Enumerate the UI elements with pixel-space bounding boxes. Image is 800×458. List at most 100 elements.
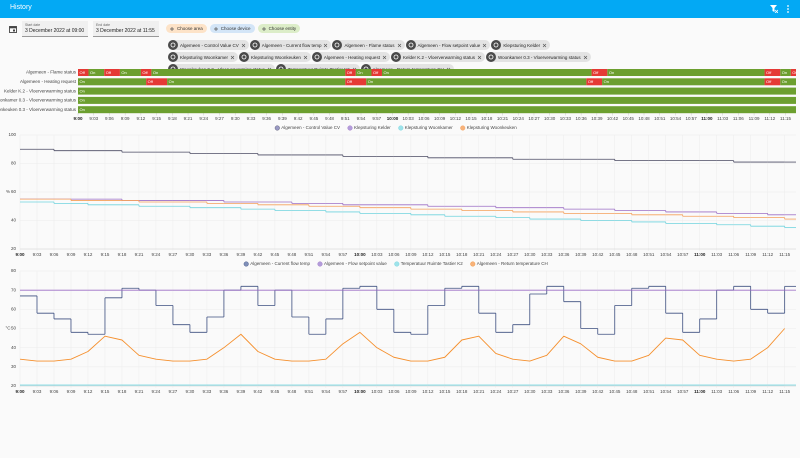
y-tick-label: 60 bbox=[11, 307, 17, 312]
row-label: Algemeen - Flame status bbox=[26, 70, 77, 75]
x-tick-label: 10:18 bbox=[456, 252, 468, 257]
target-picker[interactable]: Choose entity bbox=[257, 24, 301, 33]
x-tick-label: 10:33 bbox=[541, 389, 553, 394]
entity-icon bbox=[168, 52, 178, 62]
state-segment bbox=[167, 78, 346, 86]
entity-chip[interactable]: Klepsturing Woonkamer bbox=[168, 52, 238, 62]
x-tick-label: 11:00 bbox=[694, 389, 706, 394]
menu-button[interactable] bbox=[784, 5, 792, 13]
target-pickers: Choose area Choose device Choose entity bbox=[166, 24, 301, 33]
entity-icon bbox=[168, 40, 178, 50]
legend-item[interactable]: Algemeen - Return temperature CH bbox=[470, 261, 548, 267]
legend-label: Temperatuur Ruimte Tastier K2 bbox=[401, 261, 463, 266]
x-tick-label: 9:33 bbox=[247, 116, 256, 121]
state-segment bbox=[88, 69, 105, 76]
x-tick-label: 9:09 bbox=[67, 389, 76, 394]
x-tick-label: 10:12 bbox=[422, 252, 434, 257]
x-tick-label: 11:12 bbox=[762, 252, 773, 257]
entity-chip[interactable]: Algemeen - Control Value CV bbox=[168, 40, 249, 50]
legend-label: Algemeen - Current flow temp bbox=[250, 261, 310, 266]
state-label: On bbox=[121, 70, 126, 75]
remove-icon[interactable] bbox=[241, 43, 246, 48]
entity-chip[interactable]: Algemeen - Flow setpoint value bbox=[405, 40, 491, 50]
x-tick-label: 10:48 bbox=[626, 389, 638, 394]
x-tick-label: 10:57 bbox=[677, 389, 689, 394]
state-label: On bbox=[169, 79, 174, 84]
entity-chip[interactable]: Algemeen - Heating request bbox=[311, 52, 390, 62]
entity-chip[interactable]: Algemeen - Flame status bbox=[332, 40, 405, 50]
legend-item[interactable]: Temperatuur Ruimte Tastier K2 bbox=[394, 261, 463, 267]
x-tick-label: 11:15 bbox=[779, 389, 790, 394]
end-date-field[interactable]: End date 3 December 2022 at 11:55 bbox=[93, 21, 159, 37]
remove-icon[interactable] bbox=[397, 43, 402, 48]
x-tick-label: 10:39 bbox=[591, 116, 603, 121]
remove-icon[interactable] bbox=[542, 43, 547, 48]
state-segment bbox=[151, 69, 346, 76]
x-tick-label: 10:12 bbox=[422, 389, 434, 394]
legend-item[interactable]: Algemeen - Flow setpoint value bbox=[317, 261, 388, 267]
x-tick-label: 9:18 bbox=[118, 389, 127, 394]
state-label: On bbox=[782, 70, 787, 75]
remove-icon[interactable] bbox=[482, 43, 487, 48]
x-tick-label: 9:45 bbox=[309, 116, 318, 121]
remove-icon[interactable] bbox=[583, 55, 588, 60]
x-tick-label: 9:24 bbox=[199, 116, 208, 121]
y-tick-label: 40 bbox=[11, 345, 17, 350]
row-label: Woonkamer 0.3 - Vloerverwarming status bbox=[0, 98, 77, 103]
entity-chip[interactable]: Algemeen - Current flow temp bbox=[249, 40, 332, 50]
legend-item[interactable]: Algemeen - Control Value CV bbox=[274, 125, 340, 131]
filter-remove-button[interactable] bbox=[770, 5, 778, 13]
x-tick-label: 9:21 bbox=[135, 389, 144, 394]
state-segment bbox=[119, 69, 141, 76]
legend-label: Algemeen - Control Value CV bbox=[281, 125, 340, 130]
row-label: Kelder K.2 - Vloerverwarming status bbox=[4, 88, 77, 93]
state-label: On bbox=[604, 79, 609, 84]
legend-item[interactable]: Klepsturing Kelder bbox=[347, 125, 392, 131]
remove-icon[interactable] bbox=[477, 55, 482, 60]
x-tick-label: 9:03 bbox=[33, 389, 42, 394]
y-tick-label: 30 bbox=[11, 364, 17, 369]
x-tick-label: 9:42 bbox=[254, 252, 263, 257]
x-tick-label: 10:36 bbox=[558, 252, 570, 257]
state-segment bbox=[790, 69, 796, 76]
legend-item[interactable]: Algemeen - Current flow temp bbox=[243, 261, 311, 267]
remove-icon[interactable] bbox=[303, 55, 308, 60]
x-tick-label: 10:54 bbox=[660, 252, 672, 257]
entity-chip[interactable]: Klepsturing Woonkeuken bbox=[238, 52, 311, 62]
legend-label: Klepsturing Woonkamer bbox=[405, 125, 453, 130]
legend-marker bbox=[243, 261, 249, 267]
target-picker[interactable]: Choose device bbox=[209, 24, 255, 33]
picker-label: Choose entity bbox=[268, 26, 297, 31]
legend-item[interactable]: Klepsturing Woonkeuken bbox=[460, 125, 517, 131]
legend-item[interactable]: Klepsturing Woonkamer bbox=[398, 125, 453, 131]
entity-chip[interactable]: Kelder K.2 - Vloerverwarming status bbox=[390, 52, 485, 62]
start-date-field[interactable]: Start date 3 December 2022 at 09:00 bbox=[22, 21, 88, 37]
remove-icon[interactable] bbox=[323, 43, 328, 48]
x-tick-label: 9:39 bbox=[237, 252, 246, 257]
x-tick-label: 9:09 bbox=[67, 252, 76, 257]
x-tick-label: 10:21 bbox=[497, 116, 509, 121]
x-tick-label: 9:39 bbox=[237, 389, 246, 394]
state-segment bbox=[355, 69, 372, 76]
remove-icon[interactable] bbox=[230, 55, 235, 60]
x-tick-label: 10:51 bbox=[643, 252, 655, 257]
remove-icon[interactable] bbox=[382, 55, 387, 60]
y-tick-label: 80 bbox=[11, 161, 17, 166]
entity-chip[interactable]: Woonkamer 0.3 - Vloerverwarming status bbox=[485, 52, 591, 62]
x-tick-label: 9:45 bbox=[271, 389, 280, 394]
entity-chip[interactable]: Klepsturing Kelder bbox=[491, 40, 551, 50]
state-segment bbox=[78, 87, 796, 95]
x-tick-label: 9:18 bbox=[168, 116, 177, 121]
x-tick-label: 9:15 bbox=[101, 389, 110, 394]
x-tick-label: 9:12 bbox=[137, 116, 146, 121]
state-segment bbox=[780, 69, 791, 76]
target-picker[interactable]: Choose area bbox=[166, 24, 207, 33]
row-label: Algemeen - Heating request bbox=[20, 79, 77, 84]
state-label: On bbox=[80, 107, 85, 112]
x-tick-label: 9:15 bbox=[101, 252, 110, 257]
start-date-value: 3 December 2022 at 09:00 bbox=[25, 28, 85, 34]
entity-icon bbox=[390, 52, 401, 62]
x-tick-label: 9:06 bbox=[50, 389, 59, 394]
x-tick-label: 10:27 bbox=[507, 252, 519, 257]
x-tick-label: 10:06 bbox=[388, 252, 400, 257]
